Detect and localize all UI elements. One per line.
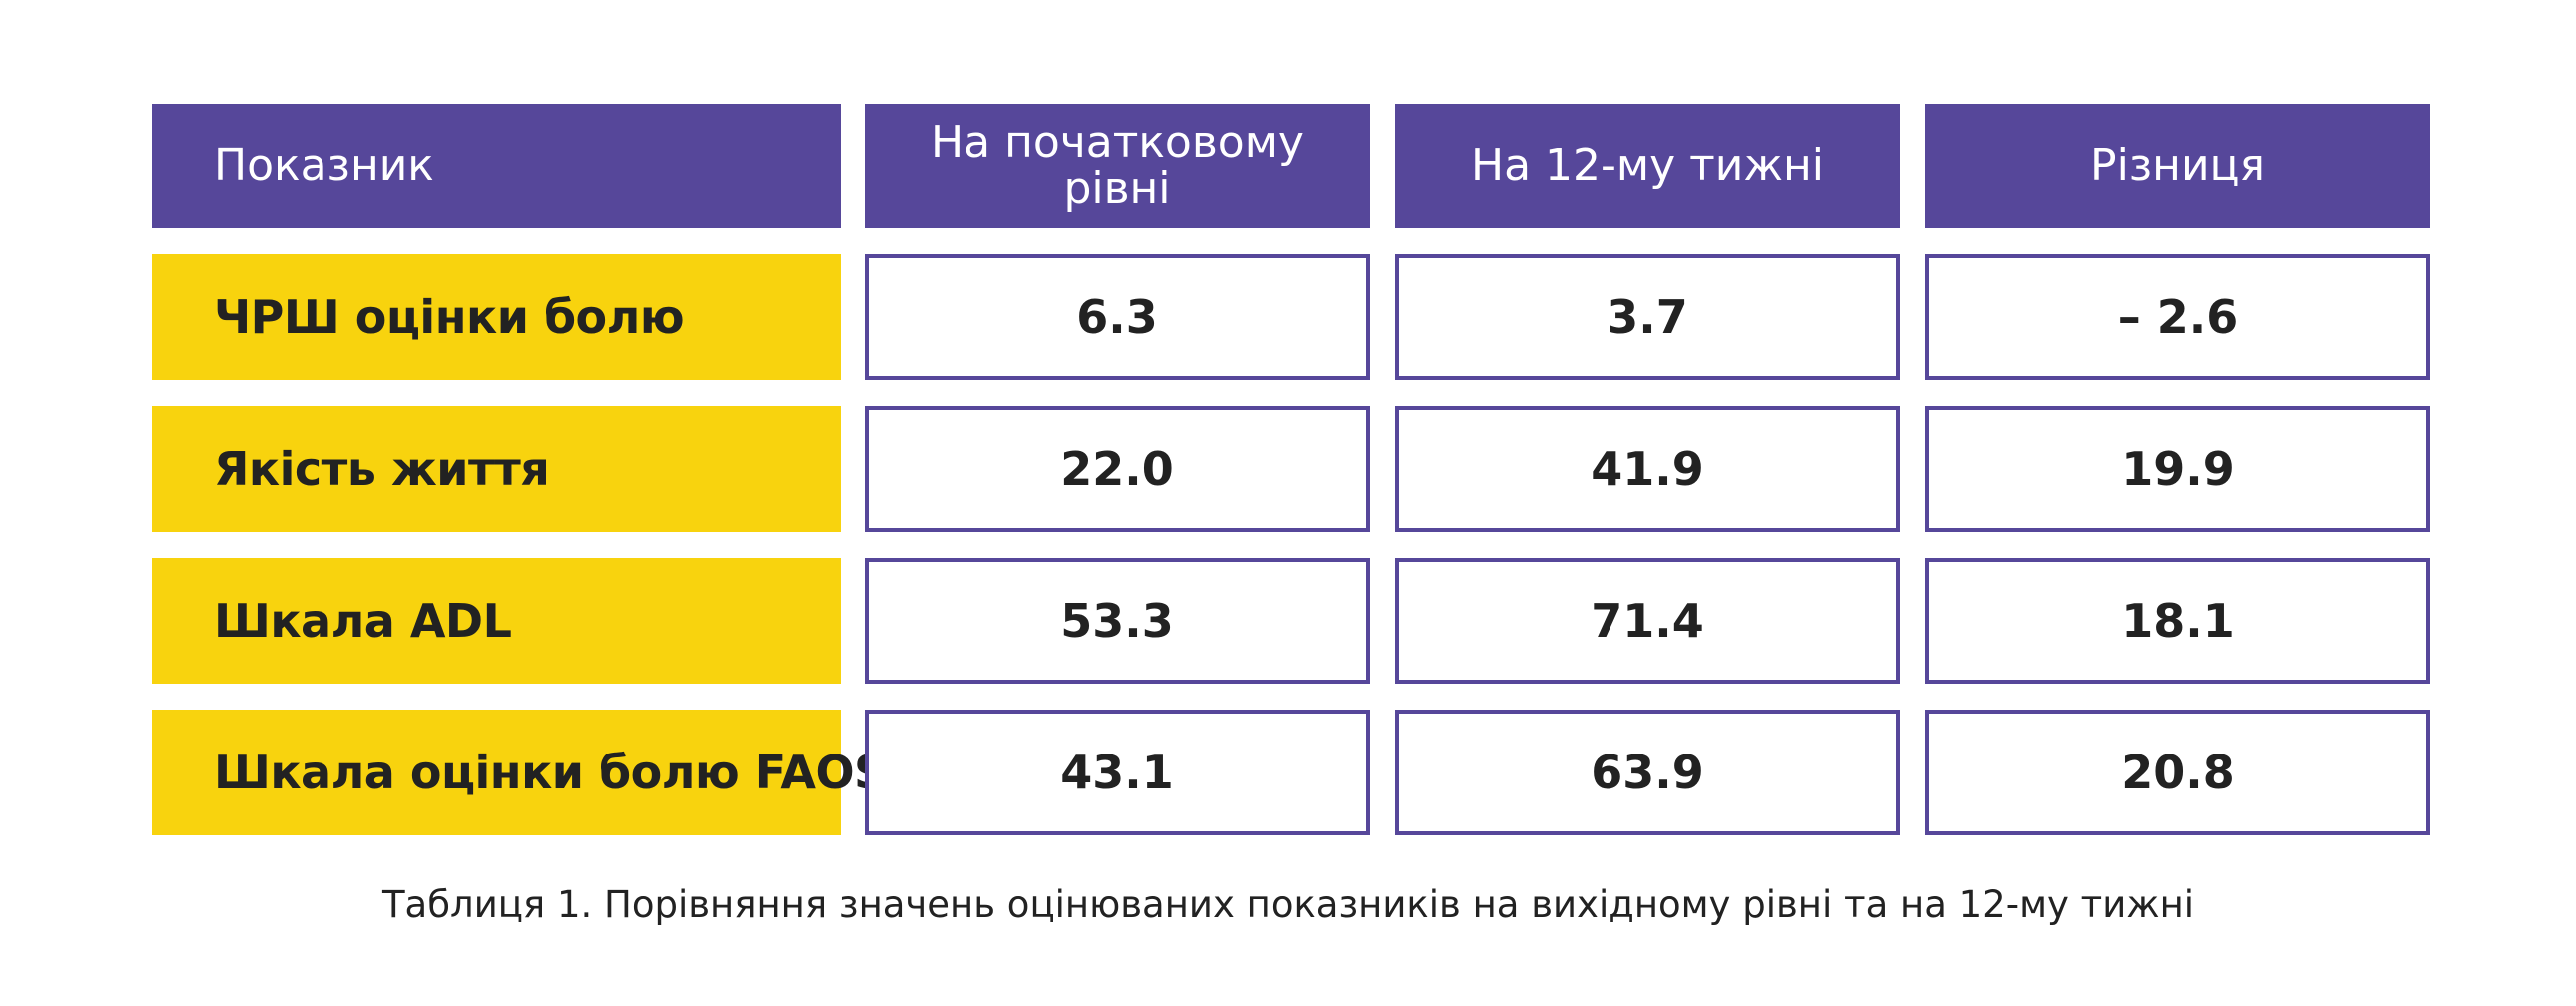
- table-cell: 20.8: [1925, 710, 2430, 835]
- header-difference: Різниця: [1925, 104, 2430, 228]
- table-cell: 6.3: [865, 254, 1370, 380]
- table-cell: 53.3: [865, 558, 1370, 684]
- table-cell: 19.9: [1925, 406, 2430, 532]
- table-cell: 71.4: [1395, 558, 1900, 684]
- row-label: Шкала ADL: [152, 558, 841, 684]
- table-cell: 43.1: [865, 710, 1370, 835]
- table-cell: 41.9: [1395, 406, 1900, 532]
- row-label: Шкала оцінки болю FAOS: [152, 710, 887, 835]
- table-cell: 18.1: [1925, 558, 2430, 684]
- row-label: Якість життя: [152, 406, 841, 532]
- table-cell: 63.9: [1395, 710, 1900, 835]
- header-indicator: Показник: [152, 104, 841, 228]
- header-week-12: На 12-му тижні: [1395, 104, 1900, 228]
- table-cell: 3.7: [1395, 254, 1900, 380]
- row-label: ЧРШ оцінки болю: [152, 254, 841, 380]
- table-cell: 22.0: [865, 406, 1370, 532]
- header-baseline: На початковому рівні: [865, 104, 1370, 228]
- table-caption: Таблиця 1. Порівняння значень оцінюваних…: [381, 883, 2195, 926]
- table-cell: – 2.6: [1925, 254, 2430, 380]
